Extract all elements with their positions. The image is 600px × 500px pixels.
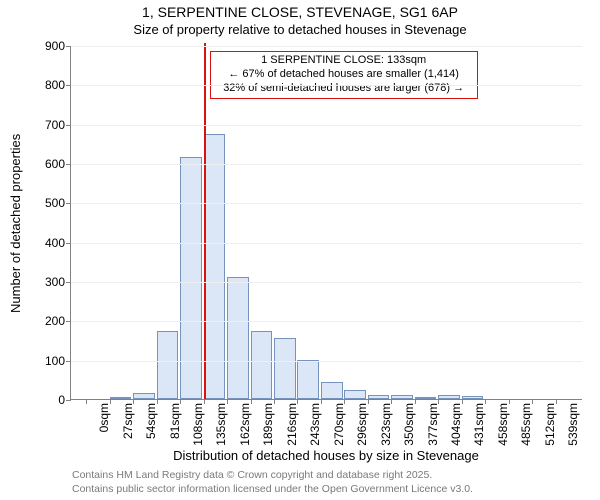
x-tick-label: 458sqm (496, 399, 510, 446)
y-tick-label: 200 (45, 314, 71, 328)
gridline-h (71, 321, 582, 322)
attribution-line2: Contains public sector information licen… (72, 483, 473, 495)
x-tick-mark (227, 399, 228, 404)
callout-box: 1 SERPENTINE CLOSE: 133sqm ← 67% of deta… (210, 51, 478, 99)
x-tick-label: 270sqm (332, 399, 346, 446)
x-tick-mark (133, 399, 134, 404)
gridline-h (71, 46, 582, 47)
gridline-h (71, 361, 582, 362)
x-tick-mark (391, 399, 392, 404)
x-tick-mark (344, 399, 345, 404)
y-tick-label: 0 (58, 393, 71, 407)
gridline-h (71, 243, 582, 244)
chart-title-line2: Size of property relative to detached ho… (0, 22, 600, 37)
callout-line1: 1 SERPENTINE CLOSE: 133sqm (217, 54, 471, 68)
x-tick-label: 485sqm (519, 399, 533, 446)
x-tick-mark (368, 399, 369, 404)
histogram-bar (251, 331, 273, 399)
y-tick-label: 100 (45, 354, 71, 368)
y-tick-label: 300 (45, 275, 71, 289)
gridline-h (71, 85, 582, 86)
x-tick-mark (274, 399, 275, 404)
x-tick-label: 243sqm (308, 399, 322, 446)
y-tick-label: 400 (45, 236, 71, 250)
x-tick-mark (86, 399, 87, 404)
x-tick-mark (297, 399, 298, 404)
histogram-bar (227, 277, 249, 399)
y-tick-label: 900 (45, 39, 71, 53)
x-tick-mark (509, 399, 510, 404)
x-tick-label: 512sqm (543, 399, 557, 446)
histogram-bar (344, 390, 366, 399)
x-tick-label: 135sqm (214, 399, 228, 446)
reference-line (204, 43, 206, 399)
x-tick-label: 162sqm (238, 399, 252, 446)
callout-line2: ← 67% of detached houses are smaller (1,… (217, 68, 471, 82)
gridline-h (71, 164, 582, 165)
x-tick-mark (485, 399, 486, 404)
x-tick-label: 539sqm (566, 399, 580, 446)
x-tick-mark (556, 399, 557, 404)
chart-title-line1: 1, SERPENTINE CLOSE, STEVENAGE, SG1 6AP (0, 4, 600, 20)
x-tick-label: 0sqm (97, 399, 111, 432)
x-tick-mark (180, 399, 181, 404)
x-tick-label: 216sqm (285, 399, 299, 446)
gridline-h (71, 203, 582, 204)
x-tick-mark (462, 399, 463, 404)
y-tick-label: 800 (45, 78, 71, 92)
histogram-bar (180, 157, 202, 399)
histogram-bar (157, 331, 179, 399)
x-tick-mark (157, 399, 158, 404)
x-tick-label: 377sqm (426, 399, 440, 446)
x-tick-label: 27sqm (121, 399, 135, 439)
histogram-bar (204, 134, 226, 400)
x-tick-mark (251, 399, 252, 404)
histogram-bar (297, 360, 319, 399)
callout-line3: 32% of semi-detached houses are larger (… (217, 82, 471, 96)
y-axis-label: Number of detached properties (8, 46, 26, 400)
x-tick-mark (110, 399, 111, 404)
x-tick-label: 431sqm (472, 399, 486, 446)
x-tick-mark (532, 399, 533, 404)
x-tick-label: 296sqm (355, 399, 369, 446)
x-tick-label: 54sqm (144, 399, 158, 439)
x-tick-label: 350sqm (402, 399, 416, 446)
y-tick-label: 500 (45, 196, 71, 210)
x-axis-label: Distribution of detached houses by size … (70, 448, 582, 463)
histogram-bar (321, 382, 343, 399)
gridline-h (71, 125, 582, 126)
x-tick-mark (415, 399, 416, 404)
x-tick-label: 404sqm (449, 399, 463, 446)
histogram-bar (274, 338, 296, 399)
x-tick-label: 108sqm (191, 399, 205, 446)
x-tick-mark (438, 399, 439, 404)
attribution-line1: Contains HM Land Registry data © Crown c… (72, 469, 432, 481)
x-tick-label: 81sqm (168, 399, 182, 439)
gridline-h (71, 282, 582, 283)
y-tick-label: 600 (45, 157, 71, 171)
x-tick-mark (321, 399, 322, 404)
x-tick-mark (204, 399, 205, 404)
y-tick-label: 700 (45, 118, 71, 132)
x-tick-label: 189sqm (261, 399, 275, 446)
x-tick-label: 323sqm (379, 399, 393, 446)
plot-area: 1 SERPENTINE CLOSE: 133sqm ← 67% of deta… (70, 46, 582, 400)
